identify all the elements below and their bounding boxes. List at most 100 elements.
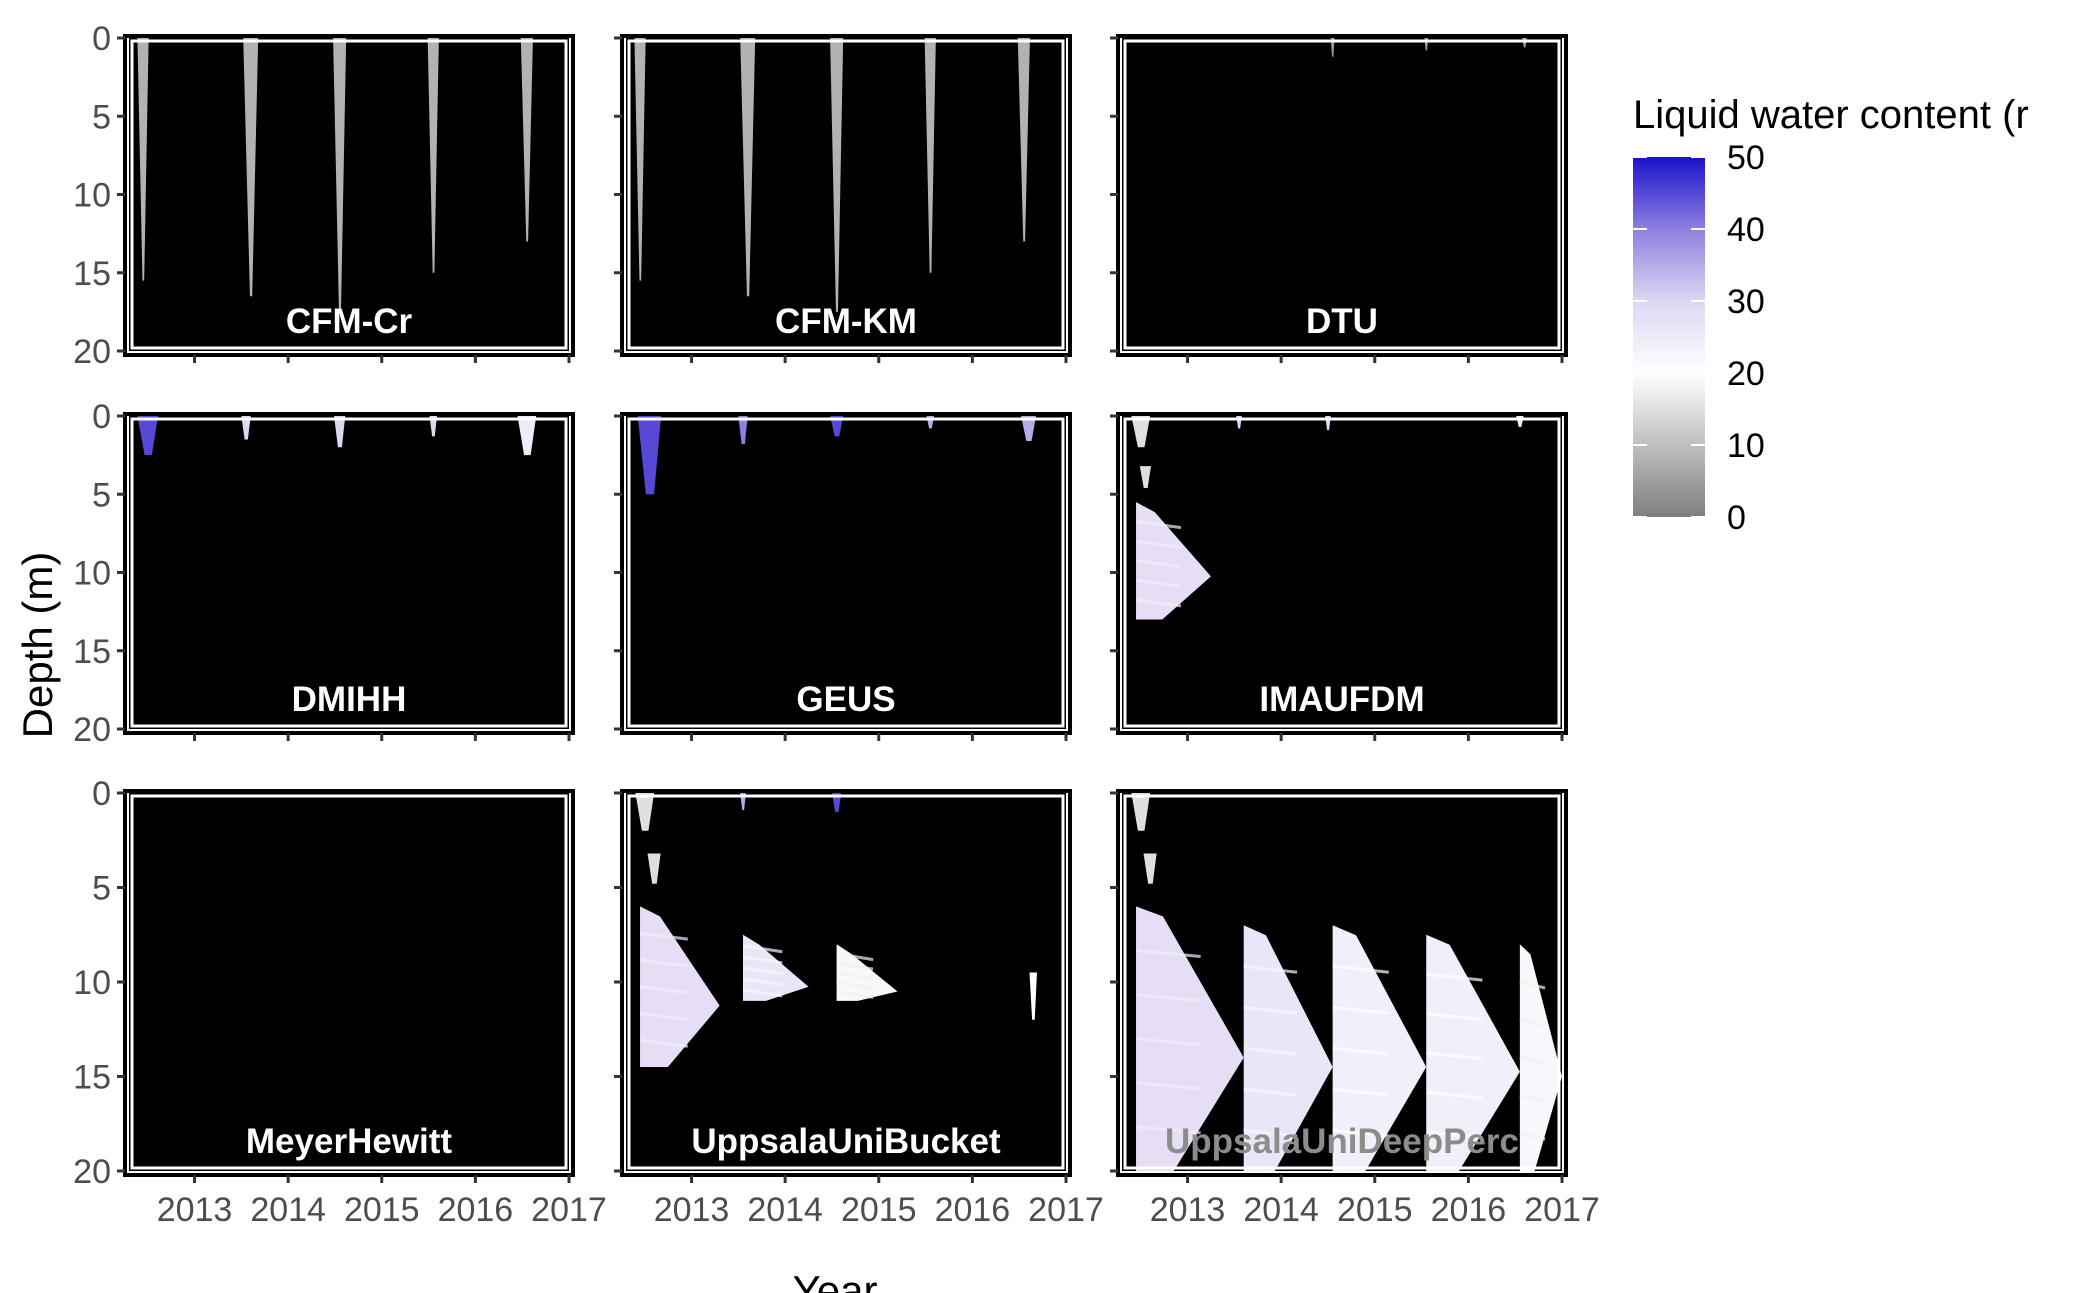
panel-inner-border <box>627 417 1065 728</box>
legend-tick-label: 0 <box>1727 499 1746 537</box>
panel-inner-border <box>130 417 568 728</box>
data-layer <box>635 793 1037 1068</box>
y-tick-label: 20 <box>73 333 111 371</box>
wedge-band <box>1332 1005 1389 1015</box>
panel-cfm-cr: CFM-Cr 0 5 10 15 20 <box>73 20 575 371</box>
wedge-band <box>1519 1131 1546 1141</box>
wedge-band <box>1243 1046 1298 1056</box>
x-tick-label: 2013 <box>157 1191 233 1229</box>
wedge-band <box>1135 1081 1201 1091</box>
wedge-band <box>836 961 874 971</box>
data-spike <box>830 38 844 312</box>
wedge-band <box>836 989 874 999</box>
wedge-band <box>742 944 783 954</box>
wedge-band <box>742 988 783 998</box>
panel-inner-border <box>130 39 568 350</box>
data-spike <box>634 38 646 281</box>
data-spike <box>924 38 936 273</box>
wedge-band <box>1332 1046 1389 1056</box>
wedge-band <box>1243 1128 1298 1138</box>
wedge-band <box>639 1012 688 1021</box>
y-tick-label: 15 <box>73 1059 111 1097</box>
data-spike <box>137 38 149 281</box>
x-tick-label: 2013 <box>1150 1191 1226 1229</box>
panel-uppsalaunibucket: UppsalaUniBucket 2013 2014 2015 2016 2017 <box>614 789 1104 1229</box>
wedge-band <box>1332 1087 1389 1097</box>
wedge-band <box>742 977 783 987</box>
x-tick-label: 2014 <box>747 1191 823 1229</box>
data-wedge <box>1332 925 1427 1171</box>
data-spike <box>427 38 439 273</box>
panel-meyerhewitt: MeyerHewitt 0 5 10 15 20 2013 2014 2015 2016 2017 <box>73 775 607 1229</box>
wedge-band <box>1519 1018 1546 1028</box>
data-blip <box>738 416 748 445</box>
wedge-band <box>836 980 874 990</box>
data-blip <box>1330 38 1335 57</box>
x-tick-label: 2017 <box>1028 1191 1104 1229</box>
wedge-band <box>639 958 688 968</box>
data-blip <box>831 793 842 812</box>
x-tick-label: 2014 <box>250 1191 326 1229</box>
panel-background <box>1122 38 1562 351</box>
data-blip <box>635 793 655 831</box>
x-tick-label: 2015 <box>344 1191 420 1229</box>
data-wedge <box>743 934 809 1001</box>
panel-inner-border <box>1123 417 1561 728</box>
wedge-band <box>1426 972 1483 982</box>
data-layer <box>1131 793 1562 1171</box>
data-blip <box>1131 416 1151 448</box>
panel-background <box>129 416 569 729</box>
wedge-band <box>639 931 688 941</box>
wedge-band <box>1519 1093 1546 1103</box>
x-tick-label: 2015 <box>841 1191 917 1229</box>
wedge-band <box>1426 1012 1483 1021</box>
wedge-band <box>742 955 783 965</box>
panel-label: UppsalaUniBucket <box>691 1122 1001 1161</box>
panel-label: DMIHH <box>292 680 407 719</box>
legend-tick-label: 10 <box>1727 427 1765 465</box>
legend-title: Liquid water content (r <box>1633 93 2029 137</box>
data-blip <box>429 416 437 437</box>
data-blip <box>1021 416 1037 442</box>
y-tick-label: 10 <box>73 964 111 1002</box>
x-tick-label: 2017 <box>531 1191 607 1229</box>
data-blip <box>241 416 251 440</box>
panel-label: CFM-KM <box>775 302 917 341</box>
panel-dtu: DTU <box>1110 34 1568 363</box>
y-tick-label: 15 <box>73 633 111 671</box>
panel-label: GEUS <box>796 680 895 719</box>
panel-label: DTU <box>1306 302 1378 341</box>
panel-inner-border <box>627 39 1065 350</box>
data-wedge <box>1136 906 1244 1171</box>
panel-inner-border <box>1123 39 1561 350</box>
panel-background <box>129 38 569 351</box>
x-tick-label: 2014 <box>1243 1191 1319 1229</box>
wedge-band <box>1135 559 1182 569</box>
y-tick-label: 10 <box>73 177 111 215</box>
x-tick-label: 2015 <box>1337 1191 1413 1229</box>
data-wedge <box>1243 925 1333 1171</box>
data-blip <box>334 416 346 448</box>
legend-tick-label: 30 <box>1727 283 1765 321</box>
wedge-band <box>836 952 874 962</box>
data-blip <box>1143 853 1157 884</box>
wedge-band <box>1519 980 1546 990</box>
data-layer <box>637 416 1037 495</box>
data-spike <box>243 38 259 297</box>
panel-background <box>626 416 1066 729</box>
wedge-band <box>1135 520 1182 530</box>
x-tick-label: 2013 <box>654 1191 730 1229</box>
data-blip <box>137 416 159 456</box>
panel-cfm-km: CFM-KM <box>614 34 1072 363</box>
panel-label: UppsalaUniDeepPerc <box>1165 1122 1519 1161</box>
wedge-band <box>742 966 783 976</box>
y-tick-label: 20 <box>73 711 111 749</box>
data-wedge <box>836 944 898 1001</box>
panel-geus: GEUS <box>614 412 1072 741</box>
y-axis-title: Depth (m) <box>14 552 61 739</box>
panel-background <box>626 38 1066 351</box>
wedge-band <box>1243 1087 1298 1097</box>
legend-tick-label: 50 <box>1727 139 1765 177</box>
data-blip <box>637 416 662 495</box>
